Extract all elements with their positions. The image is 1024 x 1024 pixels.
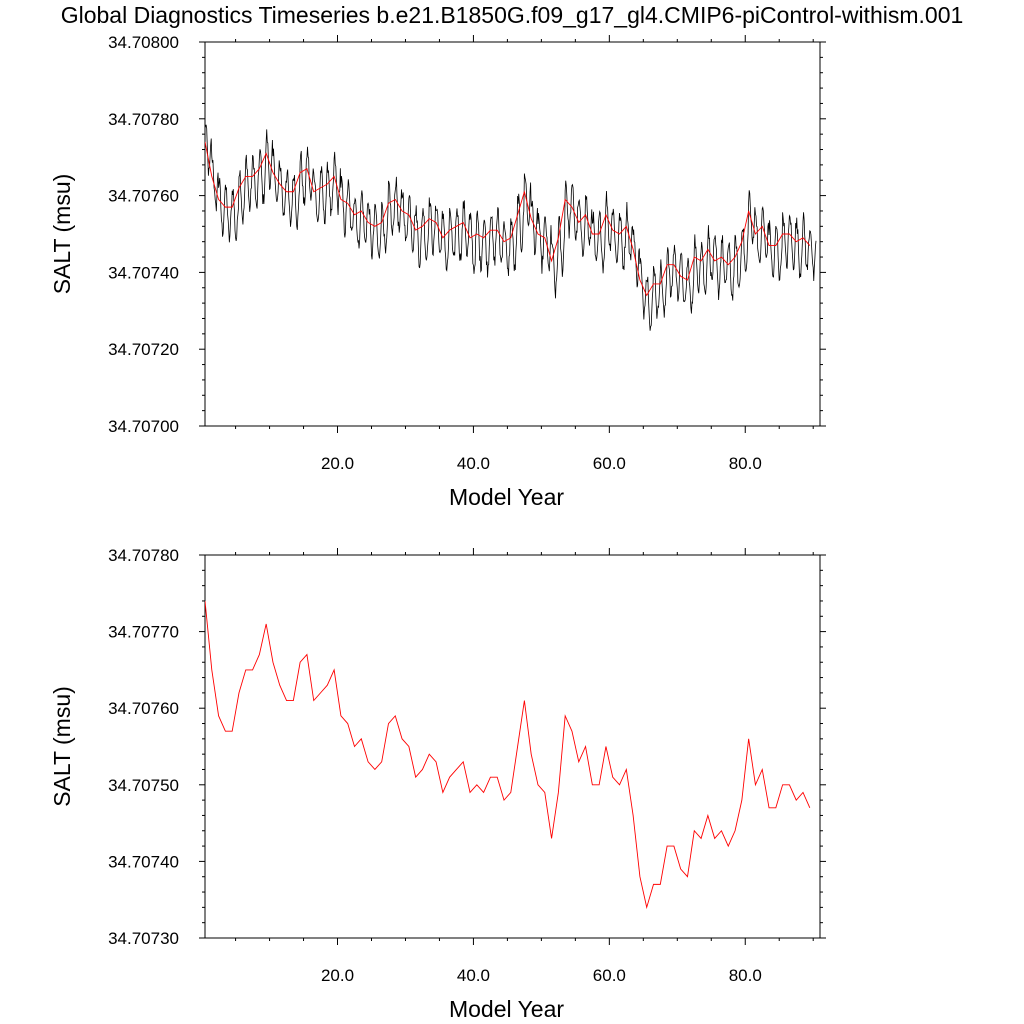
bottom-ytick-label: 34.70740 — [108, 852, 179, 871]
top-series-annual — [205, 141, 811, 297]
bottom-y-axis-label: SALT (msu) — [49, 686, 75, 807]
bottom-ytick-label: 34.70750 — [108, 776, 179, 795]
top-ytick-label: 34.70780 — [108, 110, 179, 129]
bottom-series-annual — [205, 600, 811, 910]
bottom-xtick-label: 80.0 — [729, 966, 762, 985]
top-y-axis-label: SALT (msu) — [49, 174, 75, 295]
top-ytick-label: 34.70700 — [108, 417, 179, 436]
top-xtick-label: 20.0 — [321, 454, 354, 473]
top-plot-frame — [204, 41, 821, 427]
bottom-x-axis-label: Model Year — [449, 996, 564, 1022]
top-xtick-label: 80.0 — [729, 454, 762, 473]
bottom-xtick-label: 20.0 — [321, 966, 354, 985]
bottom-xtick-label: 40.0 — [457, 966, 490, 985]
bottom-ytick-label: 34.70780 — [108, 546, 179, 565]
bottom-xtick-label: 60.0 — [593, 966, 626, 985]
top-ytick-label: 34.70800 — [108, 33, 179, 52]
page-title: Global Diagnostics Timeseries b.e21.B185… — [60, 2, 964, 28]
top-xtick-label: 40.0 — [457, 454, 490, 473]
bottom-plot-frame — [204, 554, 821, 939]
bottom-ytick-label: 34.70760 — [108, 699, 179, 718]
top-ytick-label: 34.70720 — [108, 340, 179, 359]
top-ytick-label: 34.70740 — [108, 263, 179, 282]
top-ytick-label: 34.70760 — [108, 187, 179, 206]
top-series-monthly — [205, 124, 817, 331]
top-xtick-label: 60.0 — [593, 454, 626, 473]
top-x-axis-label: Model Year — [449, 484, 564, 510]
bottom-ytick-label: 34.70730 — [108, 929, 179, 948]
bottom-ytick-label: 34.70770 — [108, 623, 179, 642]
